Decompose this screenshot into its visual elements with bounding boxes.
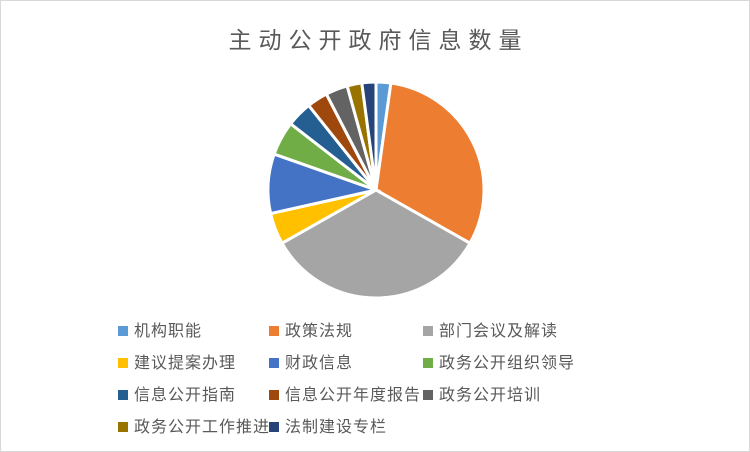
legend-swatch-icon bbox=[423, 358, 433, 368]
chart-title: 主动公开政府信息数量 bbox=[228, 28, 529, 54]
legend-item-7: 信息公开年度报告 bbox=[269, 386, 421, 404]
legend-swatch-icon bbox=[269, 358, 279, 368]
legend-label: 机构职能 bbox=[134, 321, 203, 340]
legend-label: 政务公开培训 bbox=[439, 385, 542, 404]
legend-swatch-icon bbox=[118, 326, 128, 336]
legend-label: 法制建设专栏 bbox=[285, 417, 388, 436]
legend-swatch-icon bbox=[423, 326, 433, 336]
legend-item-1: 政策法规 bbox=[269, 322, 353, 340]
legend-item-10: 法制建设专栏 bbox=[269, 418, 387, 436]
legend-item-4: 财政信息 bbox=[269, 354, 353, 372]
legend-swatch-icon bbox=[269, 422, 279, 432]
legend-item-2: 部门会议及解读 bbox=[423, 322, 558, 340]
legend-swatch-icon bbox=[118, 422, 128, 432]
legend-item-6: 信息公开指南 bbox=[118, 386, 236, 404]
legend-swatch-icon bbox=[118, 390, 128, 400]
legend-label: 政策法规 bbox=[285, 321, 354, 340]
legend-label: 建议提案办理 bbox=[134, 353, 237, 372]
legend-label: 信息公开年度报告 bbox=[285, 385, 422, 404]
legend-swatch-icon bbox=[118, 358, 128, 368]
legend-item-9: 政务公开工作推进 bbox=[118, 418, 270, 436]
legend-label: 财政信息 bbox=[285, 353, 354, 372]
legend-label: 政务公开组织领导 bbox=[439, 353, 576, 372]
legend-label: 政务公开工作推进 bbox=[134, 417, 271, 436]
legend-label: 信息公开指南 bbox=[134, 385, 237, 404]
pie-slice-1 bbox=[374, 81, 486, 246]
legend-swatch-icon bbox=[269, 326, 279, 336]
legend-swatch-icon bbox=[423, 390, 433, 400]
legend-swatch-icon bbox=[269, 390, 279, 400]
legend-label: 部门会议及解读 bbox=[439, 321, 559, 340]
legend-item-3: 建议提案办理 bbox=[118, 354, 236, 372]
legend-item-8: 政务公开培训 bbox=[423, 386, 541, 404]
legend-item-0: 机构职能 bbox=[118, 322, 202, 340]
pie-slice-10 bbox=[360, 80, 378, 191]
legend-item-5: 政务公开组织领导 bbox=[423, 354, 575, 372]
